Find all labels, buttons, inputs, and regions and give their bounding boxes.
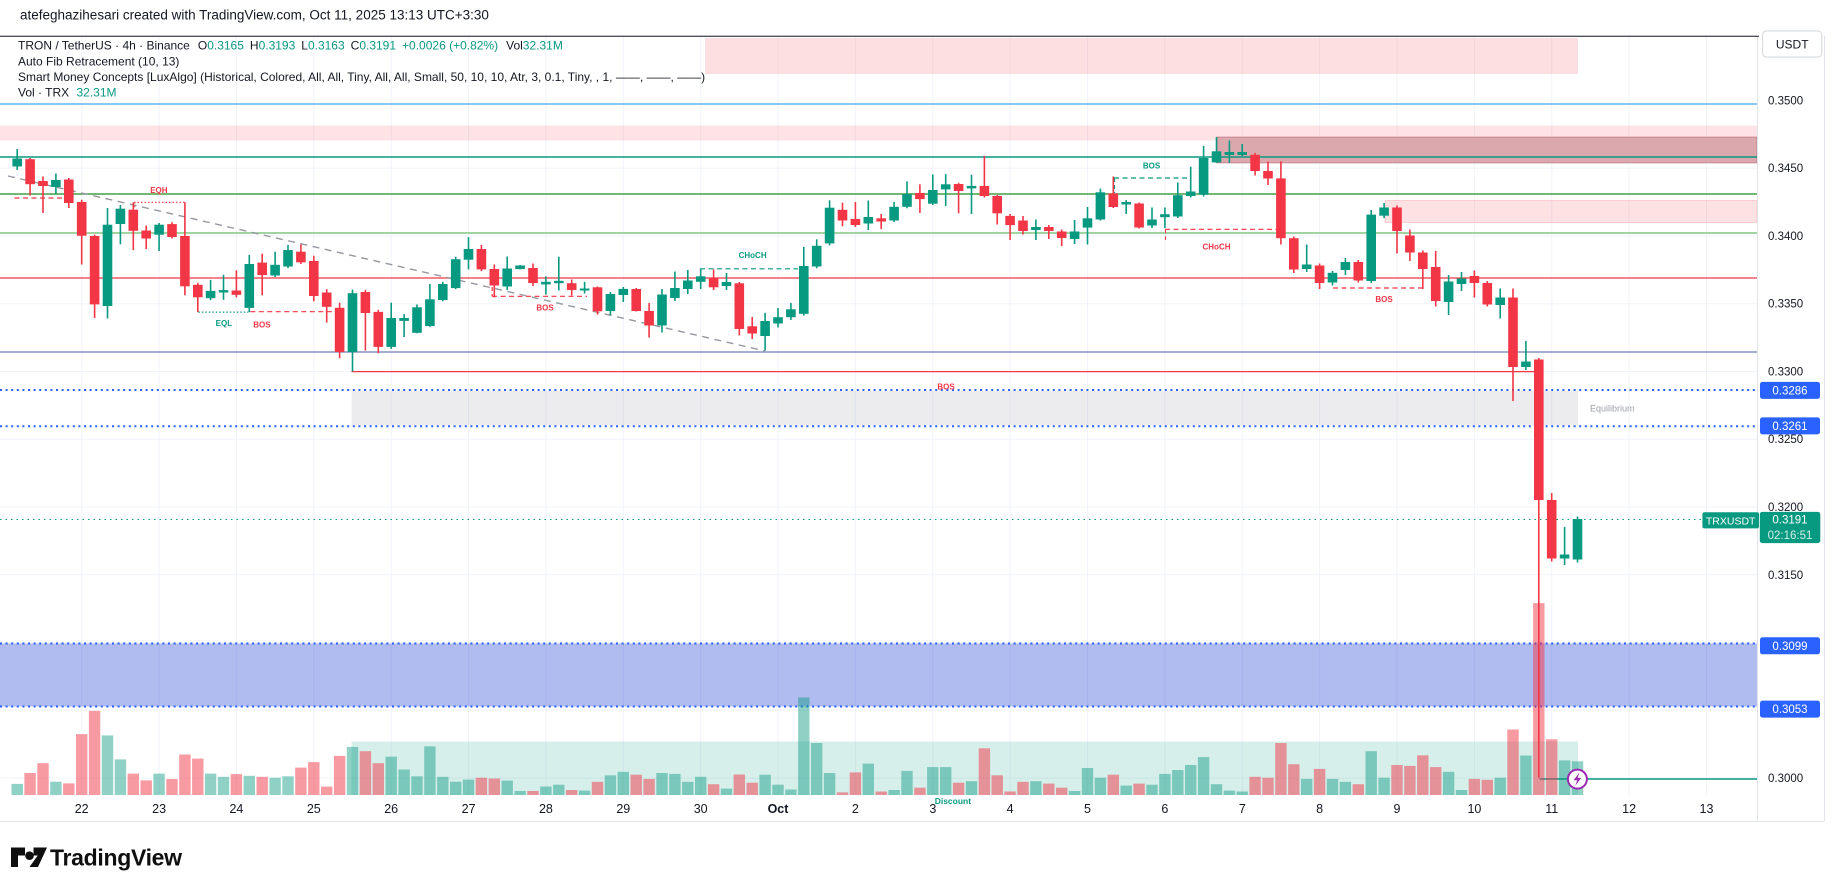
svg-text:22: 22: [75, 802, 89, 816]
svg-text:27: 27: [462, 802, 476, 816]
svg-text:Smart Money Concepts [LuxAlgo]: Smart Money Concepts [LuxAlgo] (Historic…: [18, 70, 705, 84]
svg-text:0.3150: 0.3150: [1768, 570, 1803, 582]
svg-text:0.3350: 0.3350: [1768, 299, 1803, 311]
svg-text:TradingView: TradingView: [50, 845, 182, 871]
svg-text:TRON / TetherUS · 4h · Binance: TRON / TetherUS · 4h · Binance O0.3165 H0.…: [18, 38, 563, 52]
svg-text:11: 11: [1545, 802, 1558, 816]
svg-text:29: 29: [616, 802, 630, 816]
svg-text:0.3099: 0.3099: [1772, 641, 1807, 653]
svg-text:7: 7: [1239, 802, 1246, 816]
svg-text:0.3261: 0.3261: [1772, 421, 1807, 433]
svg-text:4: 4: [1007, 802, 1014, 816]
svg-text:8: 8: [1316, 802, 1323, 816]
svg-text:26: 26: [384, 802, 398, 816]
svg-text:BOS: BOS: [253, 321, 271, 330]
svg-text:0.3300: 0.3300: [1768, 367, 1803, 379]
svg-text:28: 28: [539, 802, 553, 816]
svg-text:5: 5: [1084, 802, 1091, 816]
svg-text:Oct: Oct: [768, 802, 790, 816]
svg-text:BOS: BOS: [937, 383, 955, 392]
svg-text:EQH: EQH: [150, 186, 168, 195]
svg-text:0.3200: 0.3200: [1768, 502, 1803, 514]
svg-text:10: 10: [1467, 802, 1481, 816]
svg-text:BOS: BOS: [536, 304, 554, 313]
svg-text:12: 12: [1622, 802, 1636, 816]
svg-text:0.3286: 0.3286: [1772, 385, 1807, 397]
svg-text:0.3450: 0.3450: [1768, 163, 1803, 175]
svg-text:CHoCH: CHoCH: [739, 251, 767, 260]
svg-text:0.3191: 0.3191: [1772, 515, 1807, 527]
svg-text:25: 25: [307, 802, 321, 816]
svg-text:02:16:51: 02:16:51: [1768, 530, 1813, 542]
svg-text:9: 9: [1394, 802, 1401, 816]
svg-text:0.3400: 0.3400: [1768, 231, 1803, 243]
svg-text:Discount: Discount: [935, 796, 972, 806]
svg-text:BOS: BOS: [1375, 295, 1393, 304]
svg-text:0.3053: 0.3053: [1772, 704, 1807, 716]
svg-text:30: 30: [694, 802, 708, 816]
svg-text:BOS: BOS: [1143, 162, 1161, 171]
svg-text:6: 6: [1161, 802, 1168, 816]
svg-text:23: 23: [152, 802, 166, 816]
svg-text:Equilibrium: Equilibrium: [1590, 404, 1635, 414]
svg-text:0.3500: 0.3500: [1768, 95, 1803, 107]
svg-text:CHoCH: CHoCH: [1203, 243, 1231, 252]
svg-text:3: 3: [929, 802, 936, 816]
svg-text:atefeghazihesari created with: atefeghazihesari created with TradingVie…: [20, 8, 489, 23]
svg-text:Auto Fib Retracement (10, 13): Auto Fib Retracement (10, 13): [18, 55, 179, 69]
svg-text:TRXUSDT: TRXUSDT: [1706, 515, 1756, 527]
svg-text:0.3000: 0.3000: [1768, 773, 1803, 785]
svg-text:EQL: EQL: [216, 319, 233, 328]
svg-text:24: 24: [229, 802, 243, 816]
svg-text:0.3250: 0.3250: [1768, 434, 1803, 446]
svg-text:13: 13: [1700, 802, 1714, 816]
svg-text:USDT: USDT: [1776, 38, 1809, 52]
svg-text:Vol · TRX 32.31M: Vol · TRX 32.31M: [18, 86, 117, 100]
svg-text:2: 2: [852, 802, 859, 816]
